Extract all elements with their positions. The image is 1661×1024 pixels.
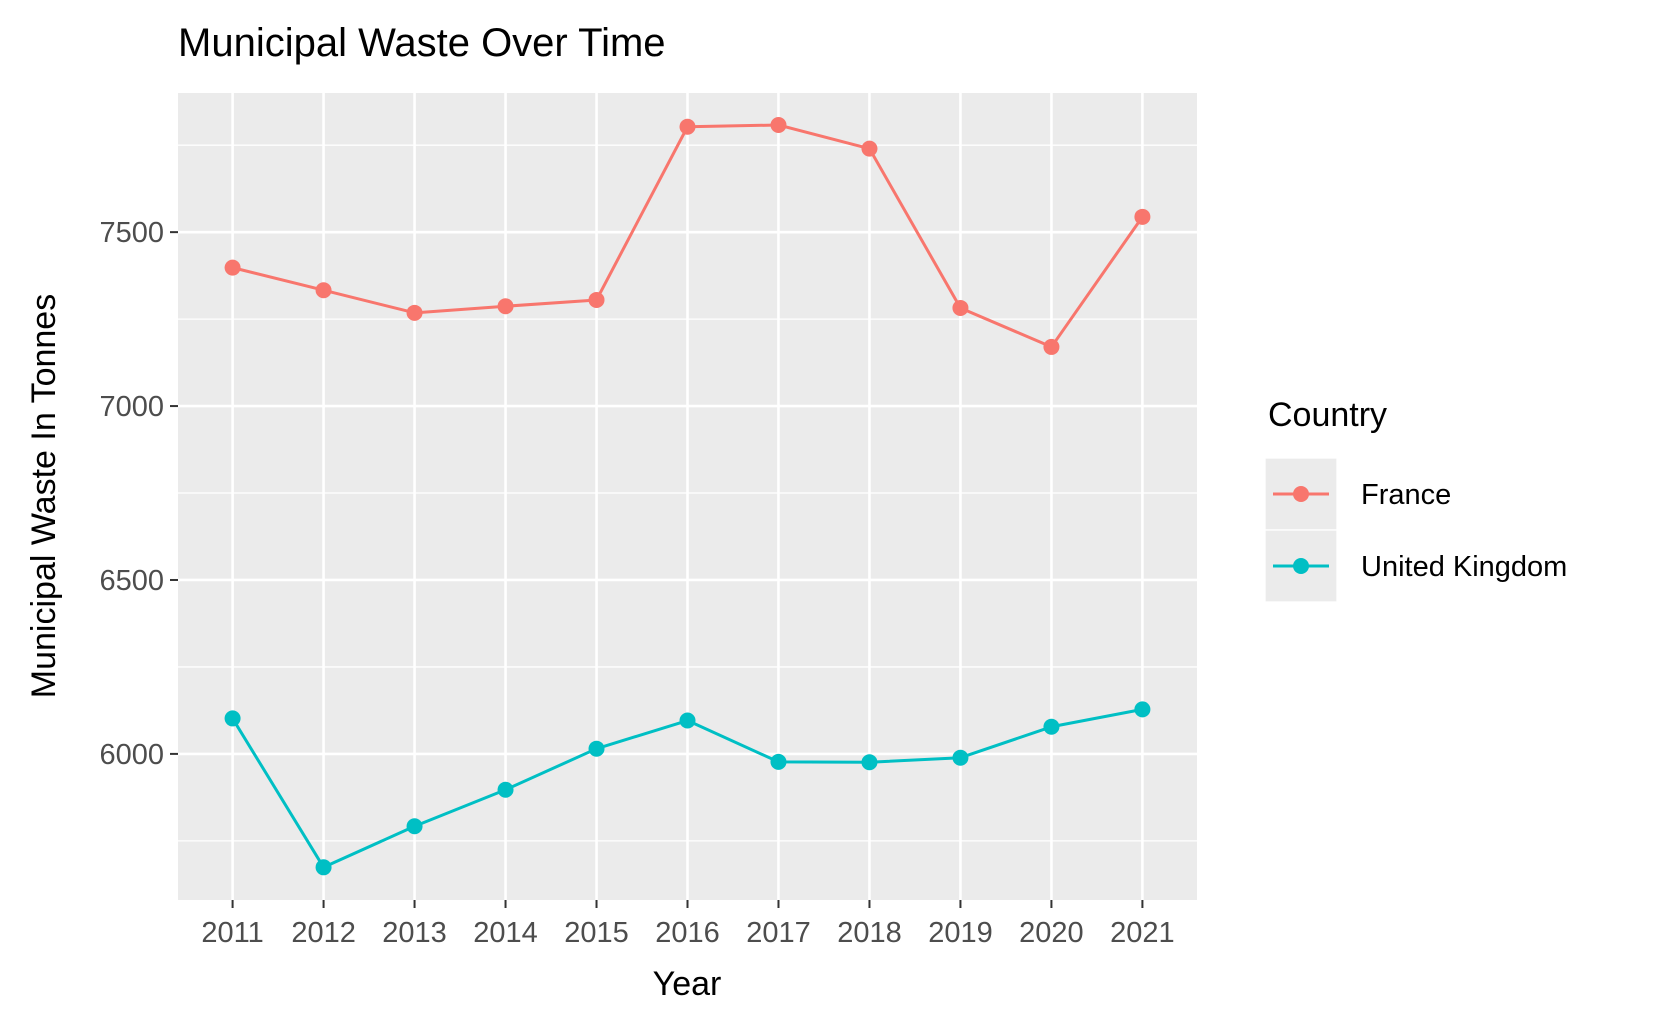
data-point-france [224,259,241,276]
legend-title: Country [1268,396,1387,434]
x-tick-label: 2013 [382,917,447,949]
x-tick-label: 2020 [1019,917,1084,949]
data-point-france [588,291,605,308]
x-tick-label: 2012 [291,917,356,949]
data-point-united-kingdom [1043,718,1060,735]
x-axis-title: Year [653,965,722,1003]
y-tick-label: 6500 [99,565,164,597]
data-point-united-kingdom [952,749,969,766]
y-tick-label: 6000 [99,739,164,771]
x-tick-label: 2014 [473,917,538,949]
legend-point-france [1293,486,1309,502]
y-tick-label: 7500 [99,217,164,249]
data-point-france [315,282,332,299]
data-point-united-kingdom [315,859,332,876]
data-point-united-kingdom [588,740,605,757]
chart-title: Municipal Waste Over Time [178,21,666,65]
y-tick-label: 7000 [99,391,164,423]
data-point-united-kingdom [1134,701,1151,718]
x-tick-label: 2018 [837,917,902,949]
data-point-united-kingdom [224,710,241,727]
data-point-united-kingdom [861,754,878,771]
data-point-france [1134,208,1151,225]
data-point-france [952,299,969,316]
major-gridlines [178,93,1197,900]
data-point-united-kingdom [406,818,423,835]
y-axis-title: Municipal Waste In Tonnes [25,294,63,698]
data-point-france [861,140,878,157]
data-point-france [679,118,696,135]
data-point-france [406,304,423,321]
x-axis: 2011 2012 2013 2014 2015 2016 2017 2018 2019 2020… [201,900,1175,949]
legend-label-france: France [1361,479,1451,511]
data-point-united-kingdom [497,781,514,798]
legend: Country France United Kingdom [1264,396,1567,603]
x-tick-label: 2019 [928,917,993,949]
series-layer [224,117,1151,876]
legend-label-united-kingdom: United Kingdom [1361,551,1567,583]
x-tick-label: 2011 [201,917,263,949]
x-tick-label: 2016 [655,917,720,949]
data-point-united-kingdom [679,712,696,729]
legend-point-united-kingdom [1293,558,1309,574]
data-point-france [497,298,514,315]
x-tick-label: 2021 [1110,917,1175,949]
data-point-france [770,117,787,134]
x-tick-label: 2017 [746,917,811,949]
data-point-united-kingdom [770,753,787,770]
data-point-france [1043,338,1060,355]
x-tick-label: 2015 [564,917,629,949]
y-axis: 6000 6500 7000 7500 [99,217,178,771]
